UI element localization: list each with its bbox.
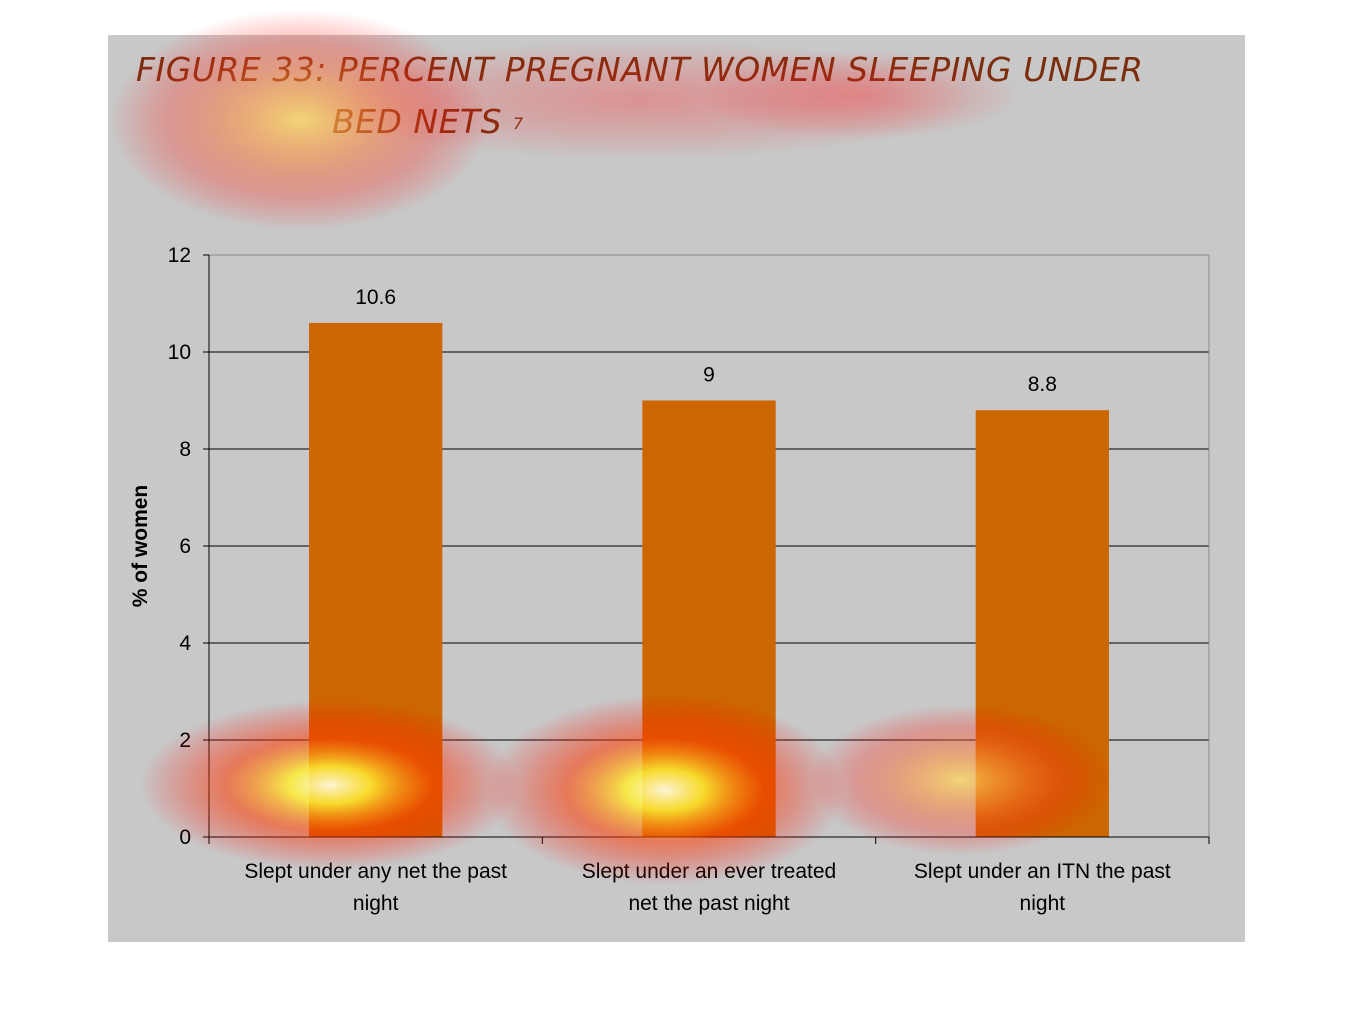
x-tick-label: Slept under an ever treated <box>582 860 837 883</box>
y-tick-label: 12 <box>168 244 191 267</box>
x-tick-label: Slept under an ITN the past <box>914 860 1171 883</box>
y-tick-label: 0 <box>179 826 191 849</box>
x-tick-label: Slept under any net the past <box>244 860 507 883</box>
data-label: 10.6 <box>355 286 396 309</box>
y-tick-label: 2 <box>179 729 191 752</box>
data-label: 9 <box>703 364 715 387</box>
x-tick-label: night <box>353 892 399 915</box>
y-axis-label: % of women <box>129 485 152 608</box>
y-tick-label: 6 <box>179 535 191 558</box>
bar <box>975 410 1109 837</box>
y-tick-label: 10 <box>168 341 191 364</box>
bar <box>309 322 443 837</box>
y-tick-label: 8 <box>179 438 191 461</box>
bars <box>309 322 1109 837</box>
bar <box>642 400 776 837</box>
x-tick-label: night <box>1020 892 1066 915</box>
y-tick-label: 4 <box>179 632 191 655</box>
data-label: 8.8 <box>1028 373 1057 396</box>
x-tick-label: net the past night <box>628 892 789 915</box>
